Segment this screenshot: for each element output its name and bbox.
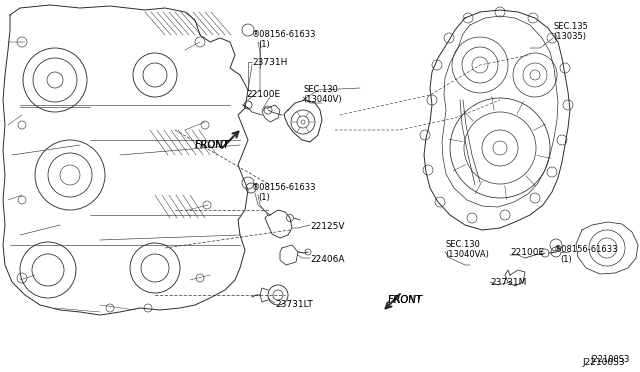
Text: 22406A: 22406A bbox=[310, 255, 344, 264]
Text: (13040V): (13040V) bbox=[303, 95, 342, 104]
Text: FRONT: FRONT bbox=[195, 140, 230, 150]
Text: 22125V: 22125V bbox=[310, 222, 344, 231]
Text: SEC.130: SEC.130 bbox=[303, 85, 338, 94]
Text: ®08156-61633: ®08156-61633 bbox=[554, 245, 618, 254]
Text: (13035): (13035) bbox=[553, 32, 586, 41]
Text: 23731H: 23731H bbox=[252, 58, 287, 67]
Text: FRONT: FRONT bbox=[388, 295, 424, 305]
Text: 23731LT: 23731LT bbox=[275, 300, 313, 309]
Text: 22100E: 22100E bbox=[246, 90, 280, 99]
Text: (1): (1) bbox=[258, 40, 269, 49]
Text: SEC.135: SEC.135 bbox=[553, 22, 588, 31]
Text: J22100S3: J22100S3 bbox=[590, 355, 629, 364]
Text: FRONT: FRONT bbox=[388, 295, 421, 305]
Text: ®08156-61633: ®08156-61633 bbox=[252, 183, 317, 192]
Text: (1): (1) bbox=[560, 255, 572, 264]
Text: 22100E: 22100E bbox=[510, 248, 544, 257]
Text: (13040VA): (13040VA) bbox=[445, 250, 489, 259]
Text: SEC.130: SEC.130 bbox=[445, 240, 480, 249]
Text: 23731M: 23731M bbox=[490, 278, 526, 287]
Text: FRONT: FRONT bbox=[195, 140, 228, 150]
Text: ®08156-61633: ®08156-61633 bbox=[252, 30, 317, 39]
Text: (1): (1) bbox=[258, 193, 269, 202]
Text: J22100S3: J22100S3 bbox=[582, 358, 625, 367]
